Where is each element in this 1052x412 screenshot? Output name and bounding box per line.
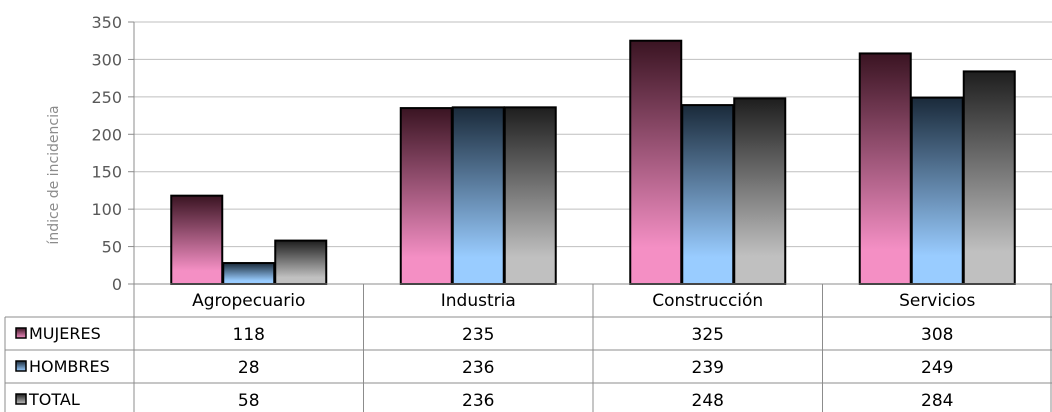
table-cell-mujeres: 118 (233, 325, 265, 345)
bar-hombres-1 (451, 106, 505, 285)
bar-mujeres-1 (399, 107, 453, 286)
bar-total-0 (274, 239, 328, 285)
table-cell-hombres: 249 (921, 358, 953, 378)
x-category-label: Agropecuario (192, 291, 305, 311)
table-cell-hombres: 28 (238, 358, 260, 378)
table-cell-mujeres: 235 (462, 325, 494, 345)
data-table: Agropecuario Industria Construcción Servici… (4, 283, 1052, 412)
legend-key-mujeres (15, 327, 27, 339)
table-cell-mujeres: 308 (921, 325, 953, 345)
table-cell-total: 248 (692, 391, 724, 411)
y-tick-label: 0 (112, 275, 122, 294)
y-tick-label: 250 (91, 88, 122, 107)
bar-hombres-3 (910, 96, 964, 285)
y-axis-label: índice de incidencia (46, 105, 62, 244)
legend-key-total (15, 393, 27, 405)
bar-mujeres-0 (170, 194, 224, 285)
table-cell-total: 284 (921, 391, 953, 411)
legend-label-total: TOTAL (28, 390, 80, 409)
bar-mujeres-2 (629, 39, 683, 286)
legend-label-mujeres: MUJERES (29, 324, 101, 343)
x-category-label: Construcción (652, 291, 763, 311)
y-tick-label: 150 (91, 163, 122, 182)
bar-total-3 (962, 70, 1016, 285)
y-tick-label: 300 (91, 50, 122, 69)
axis-layer: 0 50 100 150 200 250 300 350 (91, 13, 135, 294)
bar-hombres-2 (681, 104, 735, 285)
y-tick-label: 350 (91, 13, 122, 32)
table-cell-total: 236 (462, 391, 494, 411)
table-cell-total: 58 (238, 391, 260, 411)
table-cell-mujeres: 325 (692, 325, 724, 345)
legend-key-hombres (15, 360, 27, 372)
y-tick-label: 200 (91, 125, 122, 144)
bar-mujeres-3 (858, 52, 912, 285)
table-cell-hombres: 239 (692, 358, 724, 378)
table-cell-hombres: 236 (462, 358, 494, 378)
bar-total-1 (503, 106, 557, 285)
x-category-label: Servicios (899, 291, 975, 311)
x-category-label: Industria (441, 291, 516, 311)
bar-total-2 (733, 97, 787, 286)
y-tick-label: 100 (91, 200, 122, 219)
y-tick-label: 50 (102, 238, 122, 257)
legend-label-hombres: HOMBRES (29, 357, 110, 376)
bar-hombres-0 (222, 262, 276, 286)
bar-layer (170, 39, 1016, 286)
